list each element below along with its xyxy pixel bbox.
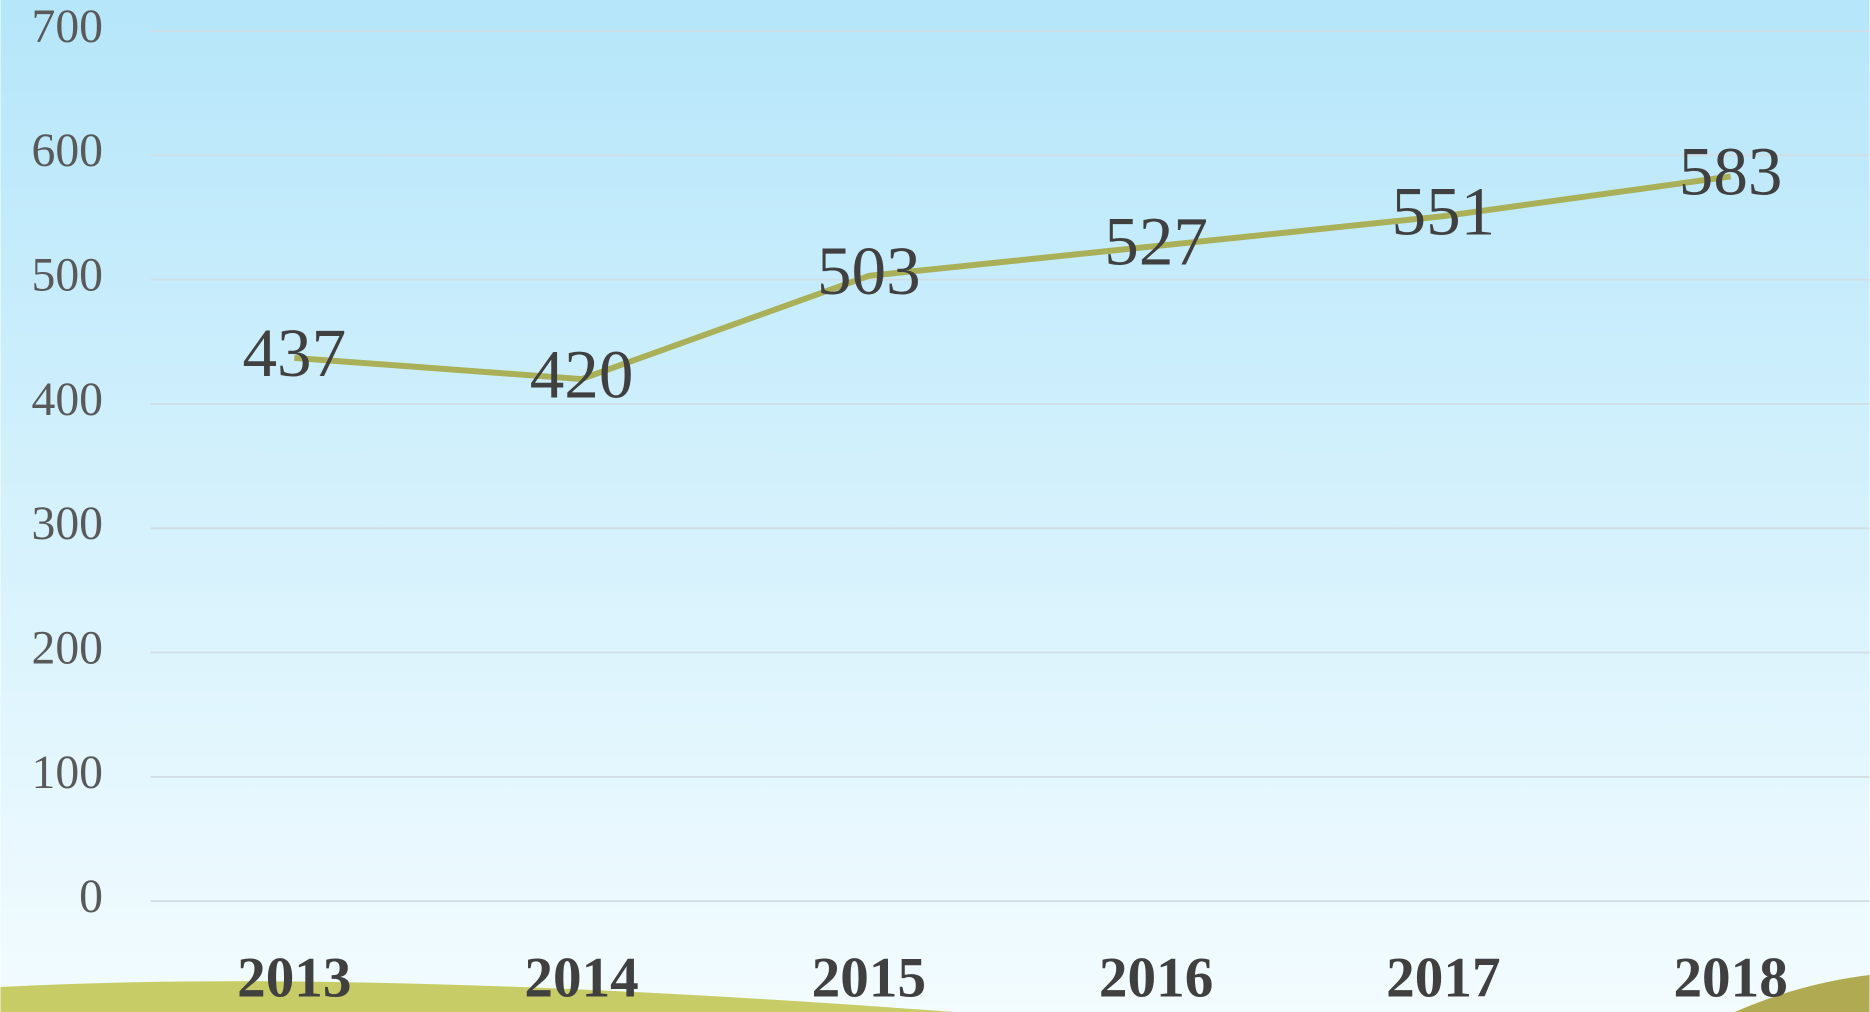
x-tick-label: 2018 xyxy=(1673,947,1787,1010)
y-tick-label: 300 xyxy=(32,498,103,550)
data-label: 551 xyxy=(1392,172,1496,249)
y-tick-label: 100 xyxy=(32,747,103,799)
data-label: 420 xyxy=(530,335,634,412)
hill-right xyxy=(1734,975,1870,1012)
data-label: 503 xyxy=(817,232,921,309)
data-label: 583 xyxy=(1679,133,1783,210)
y-tick-label: 600 xyxy=(32,125,103,177)
x-tick-label: 2014 xyxy=(524,947,638,1010)
y-tick-label: 200 xyxy=(32,622,103,674)
x-tick-label: 2015 xyxy=(812,947,926,1010)
y-tick-label: 700 xyxy=(32,1,103,53)
y-tick-label: 0 xyxy=(79,871,103,923)
y-tick-label: 400 xyxy=(32,374,103,426)
x-tick-label: 2016 xyxy=(1099,947,1213,1010)
hill-left xyxy=(0,981,955,1012)
y-tick-label: 500 xyxy=(32,250,103,302)
x-tick-label: 2017 xyxy=(1386,947,1500,1010)
data-label: 437 xyxy=(242,314,346,391)
x-tick-label: 2013 xyxy=(237,947,351,1010)
data-label: 527 xyxy=(1104,202,1208,279)
line xyxy=(294,173,1732,383)
